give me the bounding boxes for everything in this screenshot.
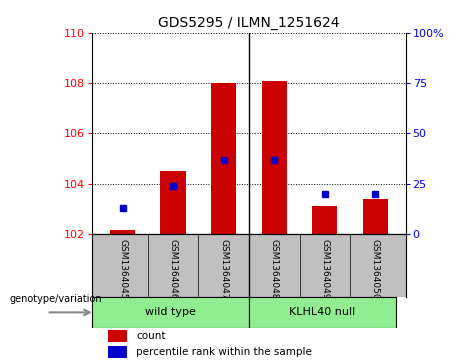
Text: GSM1364045: GSM1364045 (118, 239, 127, 299)
Text: wild type: wild type (145, 307, 196, 317)
Text: percentile rank within the sample: percentile rank within the sample (136, 347, 312, 357)
Text: genotype/variation: genotype/variation (9, 294, 102, 305)
Bar (363, 199, 388, 234)
Bar (312, 207, 337, 234)
Text: KLHL40 null: KLHL40 null (289, 307, 355, 317)
Bar (211, 83, 236, 234)
Text: count: count (136, 331, 165, 341)
Text: GSM1364049: GSM1364049 (320, 239, 329, 299)
Text: GSM1364050: GSM1364050 (371, 239, 380, 300)
Bar (249, 297, 396, 328)
Bar (110, 230, 135, 234)
Bar (160, 171, 186, 234)
Title: GDS5295 / ILMN_1251624: GDS5295 / ILMN_1251624 (158, 16, 340, 30)
Bar (108, 346, 127, 358)
Bar (261, 81, 287, 234)
Bar (108, 330, 127, 342)
Bar (92, 297, 249, 328)
Text: GSM1364047: GSM1364047 (219, 239, 228, 299)
Text: GSM1364046: GSM1364046 (169, 239, 177, 299)
Text: GSM1364048: GSM1364048 (270, 239, 279, 299)
